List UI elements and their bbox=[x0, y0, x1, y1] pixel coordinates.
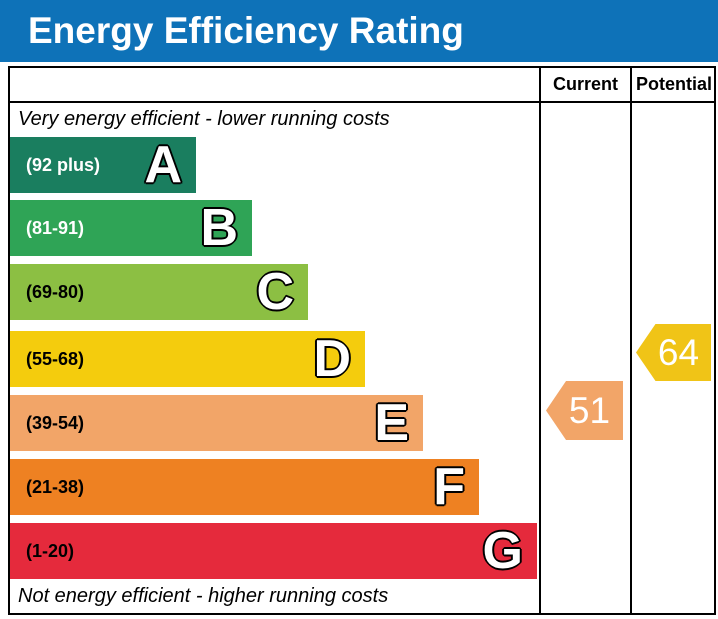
current-rating-value: 51 bbox=[568, 389, 611, 431]
rating-band: (39-54) E bbox=[10, 393, 423, 454]
band-letter: A bbox=[143, 135, 183, 196]
page-title: Energy Efficiency Rating bbox=[28, 10, 464, 51]
header-row-divider bbox=[8, 101, 716, 103]
rating-band: (21-38) F bbox=[10, 457, 479, 518]
band-letter: E bbox=[373, 393, 410, 454]
potential-rating-value: 64 bbox=[657, 331, 700, 373]
band-range-label: (1-20) bbox=[26, 540, 75, 561]
rating-band: (1-20) G bbox=[10, 521, 537, 582]
bottom-caption: Not energy efficient - higher running co… bbox=[18, 585, 389, 607]
potential-column-divider bbox=[630, 66, 632, 615]
band-range-label: (55-68) bbox=[26, 348, 85, 369]
band-range-label: (21-38) bbox=[26, 476, 85, 497]
band-letter: F bbox=[432, 457, 466, 518]
rating-band: (81-91) B bbox=[10, 198, 252, 259]
band-range-label: (69-80) bbox=[26, 281, 85, 302]
potential-column-header: Potential bbox=[635, 74, 712, 94]
band-range-label: (81-91) bbox=[26, 217, 85, 238]
current-column-header: Current bbox=[552, 74, 618, 94]
band-letter: G bbox=[481, 521, 524, 582]
band-letter: D bbox=[312, 329, 352, 390]
rating-band: (69-80) C bbox=[10, 262, 308, 323]
band-range-label: (39-54) bbox=[26, 412, 85, 433]
rating-band: (92 plus) A bbox=[10, 135, 196, 196]
title-bar: Energy Efficiency Rating bbox=[0, 0, 718, 62]
rating-band: (55-68) D bbox=[10, 329, 365, 390]
band-range-label: (92 plus) bbox=[26, 154, 101, 175]
band-letter: C bbox=[255, 262, 295, 323]
current-column-divider bbox=[539, 66, 541, 615]
band-letter: B bbox=[199, 198, 239, 259]
top-caption: Very energy efficient - lower running co… bbox=[18, 108, 390, 130]
